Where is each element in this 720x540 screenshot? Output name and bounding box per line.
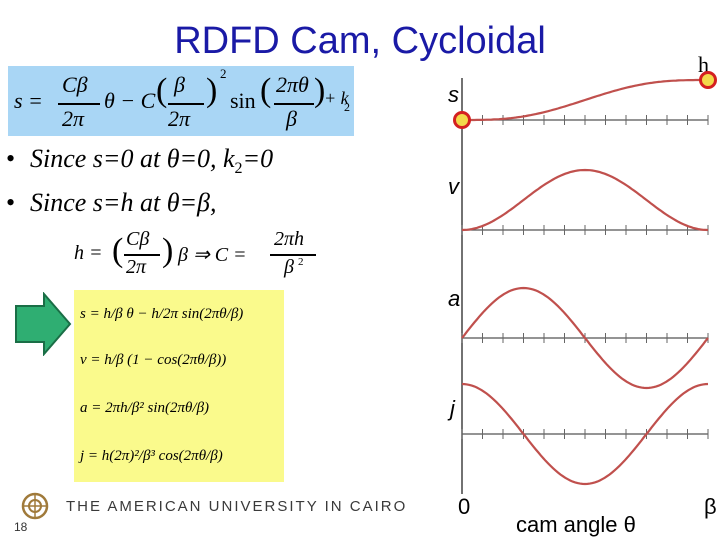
bullet-dot: • xyxy=(6,188,16,217)
eq-s-equals: s = xyxy=(14,88,43,113)
eq-rparen2: ) xyxy=(314,72,326,109)
eq-frac2-bar xyxy=(168,103,204,105)
bullet-1-text: Since s=0 at θ=0, k xyxy=(30,144,235,173)
bullet-dot: • xyxy=(6,144,16,173)
eq-frac2-den: 2π xyxy=(168,106,191,131)
corner-h-label: h xyxy=(698,52,709,77)
bullet-1-sub: 2 xyxy=(234,160,243,178)
arrow-right-icon xyxy=(15,292,72,356)
curve-a xyxy=(461,286,709,390)
mid-frac2-den: β xyxy=(284,256,294,278)
bullet-2-text: Since s=h at θ=β, xyxy=(30,188,217,217)
mid-frac2-num: 2πh xyxy=(274,228,305,250)
result-row-s: s = h/β θ − h/2π sin(2πθ/β) xyxy=(80,306,244,322)
mid-frac-bar xyxy=(124,254,160,256)
bullet-2: • Since s=h at θ=β, xyxy=(6,188,216,218)
mid-frac-num: Cβ xyxy=(126,228,150,250)
eq-rparen1: ) xyxy=(206,72,218,109)
mid-equation: h = ( Cβ 2π ) β ⇒ C = 2πh β 2 xyxy=(74,228,334,284)
eq-frac3-bar xyxy=(274,103,314,105)
plot-label-s: s xyxy=(448,82,459,107)
marker-end xyxy=(699,71,717,89)
mid-lparen: ( xyxy=(112,232,124,269)
plot-label-j: j xyxy=(447,396,456,421)
mid-beta-implies: β ⇒ C = xyxy=(178,244,247,266)
x-axis-end-label: β xyxy=(704,494,717,519)
university-logo-icon xyxy=(21,492,49,520)
eq-lparen1: ( xyxy=(156,72,168,109)
eq-theta-minus-c: θ − C xyxy=(104,88,156,113)
eq-lparen2: ( xyxy=(260,72,272,109)
eq-plus-k: + k xyxy=(324,88,349,108)
eq-frac1-num: Cβ xyxy=(62,72,88,97)
mid-frac2-exp: 2 xyxy=(298,256,304,268)
university-name: THE AMERICAN UNIVERSITY IN CAIRO xyxy=(66,498,408,515)
eq-frac3-den: β xyxy=(286,106,297,131)
main-equation-box: s = Cβ 2π θ − C ( β 2π ) 2 sin ( 2πθ β )… xyxy=(8,66,354,136)
x-axis-start-label: 0 xyxy=(458,494,470,519)
university-banner: THE AMERICAN UNIVERSITY IN CAIRO xyxy=(6,490,405,522)
result-row-v: v = h/β (1 − cos(2πθ/β)) xyxy=(80,352,227,368)
bullet-1: • Since s=0 at θ=0, k2=0 xyxy=(6,144,273,178)
curve-j xyxy=(461,382,709,486)
eq-k-subscript: 2 xyxy=(344,100,350,114)
eq-frac2-num: β xyxy=(174,72,185,97)
eq-frac1-bar xyxy=(58,103,100,105)
results-box: s = h/β θ − h/2π sin(2πθ/β) v = h/β (1 −… xyxy=(74,290,284,482)
curve-v xyxy=(461,168,709,232)
result-row-a: a = 2πh/β² sin(2πθ/β) xyxy=(80,400,210,416)
plot-label-a: a xyxy=(448,286,460,311)
cycloidal-plots: s v a j 0 β cam angle θ xyxy=(447,71,717,537)
mid-rparen: ) xyxy=(162,232,174,269)
eq-frac3-num: 2πθ xyxy=(276,72,309,97)
plots-group xyxy=(453,71,717,494)
plot-label-v: v xyxy=(448,174,461,199)
mid-frac-den: 2π xyxy=(126,256,147,278)
curve-s xyxy=(462,78,708,122)
slide-number: 18 xyxy=(14,520,28,534)
mid-frac2-bar xyxy=(270,254,316,256)
bullet-1-tail: =0 xyxy=(242,144,274,173)
result-row-j: j = h(2π)²/β³ cos(2πθ/β) xyxy=(80,448,223,464)
mid-h-equals: h = xyxy=(74,242,103,264)
eq-frac1-den: 2π xyxy=(62,106,85,131)
eq-exp2: 2 xyxy=(220,66,227,81)
marker-start xyxy=(453,111,471,129)
x-axis-label: cam angle θ xyxy=(516,512,636,537)
slide-title: RDFD Cam, Cycloidal xyxy=(174,20,546,62)
eq-sin: sin xyxy=(230,88,256,113)
